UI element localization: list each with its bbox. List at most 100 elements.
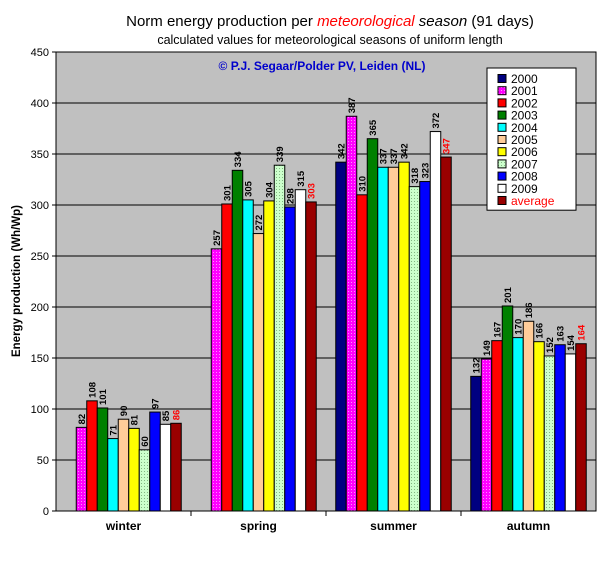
value-label-autumn-2006: 166 — [535, 323, 546, 339]
legend-label-2002: 2002 — [511, 96, 538, 110]
legend: 2000200120022003200420052006200720082009… — [486, 67, 577, 211]
y-tick-label-150: 150 — [31, 353, 49, 365]
bar-autumn-2007 — [543, 355, 556, 512]
bar-spring-2008 — [284, 206, 296, 512]
bar-autumn-2000 — [470, 375, 482, 512]
category-label-spring: spring — [240, 519, 277, 533]
bar-autumn-2009 — [564, 353, 577, 512]
chart-credit: © P.J. Segaar/Polder PV, Leiden (NL) — [219, 59, 426, 73]
value-label-winter-2002: 108 — [88, 382, 99, 398]
bar-winter-2003 — [96, 407, 109, 512]
value-label-autumn-2000: 132 — [472, 358, 483, 374]
value-label-winter-2007: 60 — [140, 436, 151, 447]
value-label-spring-2006: 304 — [265, 181, 276, 198]
bar-summer-2002 — [356, 194, 368, 512]
value-label-summer-average: 347 — [442, 138, 453, 154]
value-label-autumn-2007: 152 — [545, 337, 556, 353]
bar-spring-average — [305, 201, 317, 512]
bar-autumn-2003 — [501, 305, 514, 512]
legend-label-2007: 2007 — [511, 157, 538, 171]
title-emphasis: meteorological — [317, 13, 415, 30]
legend-label-2003: 2003 — [511, 109, 538, 123]
bar-autumn-2004 — [512, 337, 524, 512]
value-label-winter-2009: 85 — [161, 410, 172, 421]
bar-spring-2006 — [263, 200, 275, 512]
legend-label-2004: 2004 — [511, 121, 538, 135]
value-label-autumn-2009: 154 — [566, 334, 577, 351]
value-label-summer-2003: 365 — [368, 119, 379, 136]
bar-summer-2004 — [377, 166, 389, 512]
bar-winter-average — [170, 422, 182, 512]
legend-swatch-2005 — [497, 135, 507, 144]
chart-title: Norm energy production per meteorologica… — [126, 13, 534, 30]
bar-autumn-2001 — [480, 358, 493, 512]
value-label-summer-2001: 387 — [347, 97, 358, 113]
value-label-autumn-2001: 149 — [482, 340, 493, 356]
bar-autumn-2006 — [533, 341, 545, 512]
bar-autumn-2002 — [491, 340, 503, 512]
value-label-summer-2005: 337 — [389, 148, 400, 164]
bar-summer-2009 — [429, 131, 442, 512]
category-label-summer: summer — [370, 519, 417, 533]
legend-label-2001: 2001 — [511, 84, 538, 98]
value-label-summer-2007: 318 — [410, 168, 421, 184]
y-tick-label-0: 0 — [43, 506, 49, 518]
value-label-winter-average: 86 — [172, 410, 183, 421]
y-tick-label-50: 50 — [37, 455, 49, 467]
legend-swatch-2002 — [497, 98, 507, 108]
y-tick-label-100: 100 — [31, 404, 49, 416]
bar-winter-2004 — [107, 438, 119, 512]
value-label-spring-2003: 334 — [233, 151, 244, 168]
value-label-summer-2009: 372 — [431, 113, 442, 129]
legend-label-average: average — [511, 194, 555, 208]
y-tick-label-250: 250 — [31, 251, 49, 263]
bars-layer — [75, 115, 587, 512]
category-label-autumn: autumn — [507, 519, 550, 533]
value-label-winter-2006: 81 — [130, 414, 141, 425]
title-suffix: (91 days) — [467, 13, 534, 30]
value-label-winter-2005: 90 — [119, 406, 130, 417]
title-prefix: Norm energy production per — [126, 13, 317, 30]
legend-swatch-2006 — [497, 147, 507, 157]
legend-swatch-2004 — [497, 122, 507, 132]
x-axis-categories: winter spring summer autumn — [105, 511, 550, 533]
bar-winter-2006 — [128, 427, 140, 512]
value-label-summer-2004: 337 — [379, 148, 390, 164]
value-label-spring-average: 303 — [307, 183, 318, 199]
bar-spring-2002 — [221, 203, 233, 512]
y-axis-ticks: 0 50 100 150 200 250 300 350 400 450 — [31, 47, 56, 518]
bar-summer-2000 — [335, 161, 347, 512]
value-label-summer-2000: 342 — [337, 143, 348, 159]
legend-swatch-2009 — [497, 183, 507, 193]
value-label-spring-2009: 315 — [296, 170, 307, 187]
value-label-spring-2008: 298 — [286, 188, 297, 204]
value-label-spring-2001: 257 — [212, 230, 223, 246]
legend-swatch-2008 — [497, 171, 507, 181]
bar-summer-2005 — [387, 166, 400, 512]
value-label-winter-2003: 101 — [98, 388, 109, 405]
bar-spring-2003 — [231, 169, 244, 512]
value-label-spring-2004: 305 — [244, 180, 255, 197]
category-label-winter: winter — [105, 519, 142, 533]
value-label-spring-2007: 339 — [275, 146, 286, 162]
title-middle: season — [415, 13, 468, 30]
bar-winter-2008 — [149, 411, 161, 512]
bar-summer-2006 — [398, 161, 410, 512]
bar-spring-2007 — [273, 164, 286, 512]
y-tick-label-300: 300 — [31, 200, 49, 212]
legend-swatch-2007 — [497, 159, 507, 169]
bar-summer-2008 — [419, 181, 431, 512]
bar-summer-2007 — [408, 186, 421, 512]
y-tick-label-200: 200 — [31, 302, 49, 314]
bar-summer-2003 — [366, 138, 379, 512]
value-label-winter-2008: 97 — [151, 398, 162, 409]
value-label-summer-2002: 310 — [358, 176, 369, 192]
value-label-autumn-2003: 201 — [503, 286, 514, 303]
legend-label-2000: 2000 — [511, 72, 538, 86]
value-label-winter-2001: 82 — [77, 414, 88, 425]
value-label-autumn-average: 164 — [577, 324, 588, 341]
bar-winter-2005 — [117, 418, 130, 512]
